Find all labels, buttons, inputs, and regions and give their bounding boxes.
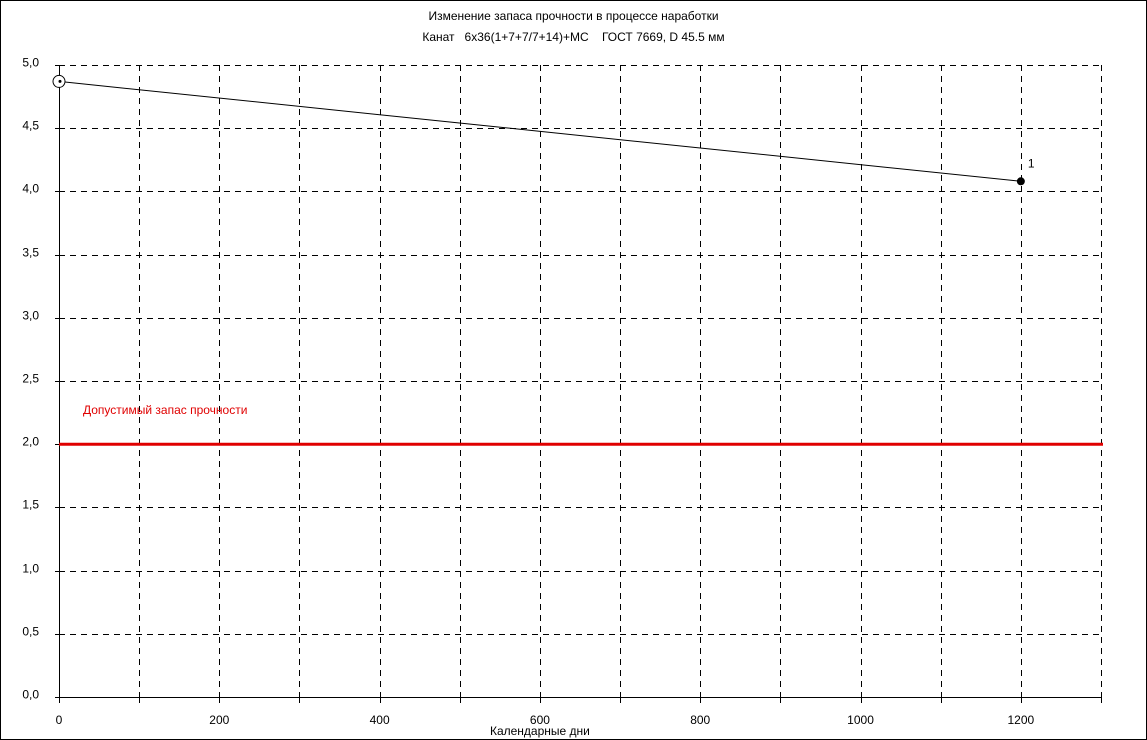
chart-subtitle: Канат 6х36(1+7+7/7+14)+МС ГОСТ 7669, D 4… — [422, 30, 725, 44]
x-tick-label: 400 — [370, 713, 390, 727]
data-point-end — [1016, 177, 1025, 186]
y-tick-label: 5,0 — [22, 56, 39, 70]
x-tick-label: 0 — [56, 713, 63, 727]
data-point-label: 1 — [1028, 156, 1035, 170]
x-tick-label: 200 — [209, 713, 229, 727]
y-tick-label: 0,5 — [22, 625, 39, 639]
y-tick-label: 4,0 — [22, 182, 39, 196]
y-tick-label: 3,0 — [22, 309, 39, 323]
y-tick-label: 1,5 — [22, 498, 39, 512]
y-tick-label: 2,0 — [22, 435, 39, 449]
data-point-start-dot — [58, 79, 62, 83]
reference-line-label: Допустимый запас прочности — [83, 403, 247, 417]
x-tick-label: 1000 — [847, 713, 874, 727]
y-tick-label: 3,5 — [22, 246, 39, 260]
y-tick-label: 2,5 — [22, 372, 39, 386]
x-axis-title: Календарные дни — [490, 724, 590, 738]
chart-title: Изменение запаса прочности в процессе на… — [428, 9, 719, 23]
y-tick-label: 1,0 — [22, 562, 39, 576]
x-tick-label: 800 — [690, 713, 710, 727]
y-tick-label: 4,5 — [22, 119, 39, 133]
series-line — [58, 80, 1021, 182]
x-tick-label: 1200 — [1007, 713, 1034, 727]
y-tick-label: 0,0 — [22, 688, 39, 702]
x-tick-label: 600 — [530, 713, 550, 727]
